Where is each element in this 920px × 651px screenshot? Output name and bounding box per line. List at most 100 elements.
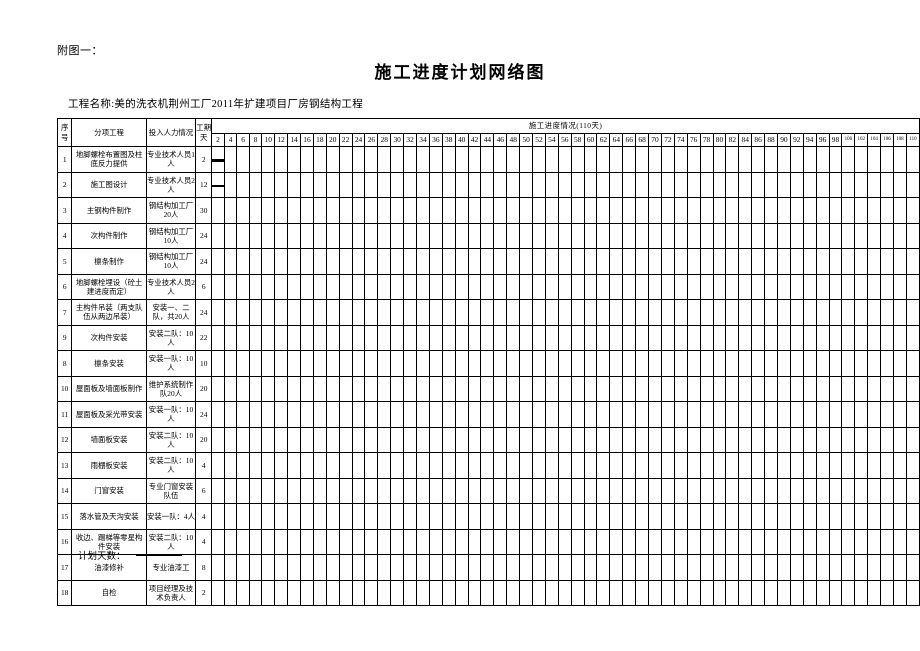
table-row: 14 门窗安装 专业门窗安装队伍 6 — [56, 477, 920, 504]
day-tick-54: 54 — [544, 133, 559, 147]
gantt-cell — [867, 222, 882, 249]
day-tick-44: 44 — [480, 133, 495, 147]
gantt-cell — [287, 273, 301, 300]
gantt-cell — [725, 375, 740, 402]
gantt-cell — [544, 273, 559, 300]
gantt-cell — [802, 503, 817, 530]
gantt-cell — [712, 146, 727, 173]
gantt-cell — [802, 528, 817, 555]
gantt-cell — [609, 477, 624, 504]
gantt-cell — [789, 324, 804, 351]
table-row: 2 施工图设计 专业技术人员2人 12 — [56, 171, 920, 198]
gantt-cell — [738, 248, 753, 275]
day-tick-20: 20 — [325, 133, 340, 147]
gantt-cell — [764, 426, 778, 453]
gantt-cell — [841, 401, 856, 428]
gantt-cell — [609, 528, 624, 555]
gantt-cell — [428, 477, 443, 504]
gantt-bar-layer — [213, 581, 224, 605]
gantt-cell — [287, 197, 301, 224]
day-tick-68: 68 — [635, 133, 650, 147]
gantt-cell — [660, 324, 675, 351]
gantt-cell — [841, 324, 856, 351]
header-manpower: 投入人力情况 — [145, 118, 197, 147]
row-duration: 22 — [195, 324, 213, 351]
table-row: 16 收边、踢梯等零星构件安装 安装二队：10人 4 — [56, 528, 920, 555]
gantt-cell — [660, 350, 675, 377]
gantt-cell — [261, 426, 276, 453]
gantt-cell — [236, 248, 250, 275]
gantt-cell — [416, 350, 430, 377]
gantt-cell — [390, 299, 405, 326]
gantt-bar-layer — [213, 479, 224, 503]
gantt-cell — [236, 579, 250, 606]
gantt-cell — [776, 528, 791, 555]
gantt-cell — [248, 197, 263, 224]
gantt-cell — [312, 273, 327, 300]
gantt-cell — [261, 299, 276, 326]
gantt-cell — [248, 146, 263, 173]
gantt-cell — [828, 579, 843, 606]
row-number: 18 — [56, 579, 73, 606]
gantt-cell — [377, 528, 392, 555]
gantt-cell — [454, 528, 469, 555]
gantt-cell — [802, 477, 817, 504]
gantt-cell — [738, 146, 753, 173]
gantt-cell — [364, 350, 379, 377]
gantt-cell — [802, 273, 817, 300]
gantt-cell — [338, 375, 353, 402]
row-duration: 4 — [195, 503, 213, 530]
gantt-cell — [699, 146, 714, 173]
gantt-cell — [300, 222, 314, 249]
gantt-cell — [725, 171, 740, 198]
gantt-bar-layer — [213, 453, 224, 477]
gantt-cell — [351, 146, 366, 173]
day-tick-102: 102 — [854, 133, 869, 147]
gantt-cell — [480, 350, 495, 377]
gantt-cell — [428, 503, 443, 530]
row-number: 5 — [56, 248, 73, 275]
gantt-cell — [635, 426, 650, 453]
gantt-cell — [686, 197, 701, 224]
row-task-name: 施工图设计 — [71, 171, 147, 198]
gantt-cell — [622, 248, 637, 275]
day-tick-48: 48 — [506, 133, 521, 147]
gantt-cell — [686, 477, 701, 504]
gantt-cell — [364, 248, 379, 275]
gantt-cell — [596, 146, 611, 173]
gantt-bar — [212, 159, 224, 162]
gantt-cell — [532, 197, 546, 224]
gantt-cell — [583, 146, 598, 173]
gantt-cell — [686, 324, 701, 351]
day-tick-62: 62 — [596, 133, 611, 147]
gantt-cell — [248, 579, 263, 606]
gantt-cell — [493, 324, 508, 351]
gantt-cell — [557, 273, 572, 300]
gantt-cell — [648, 579, 662, 606]
row-task-name: 自检 — [71, 579, 147, 606]
gantt-cell — [223, 503, 238, 530]
gantt-cell — [789, 426, 804, 453]
gantt-cell — [274, 171, 289, 198]
gantt-cell — [854, 248, 869, 275]
gantt-cell — [712, 452, 727, 479]
gantt-cell — [789, 452, 804, 479]
gantt-cell — [609, 579, 624, 606]
gantt-cell — [506, 503, 521, 530]
gantt-cell — [351, 426, 366, 453]
gantt-cell — [300, 401, 314, 428]
gantt-cell — [364, 503, 379, 530]
gantt-cell — [738, 477, 753, 504]
gantt-cell — [428, 375, 443, 402]
gantt-cell — [325, 401, 340, 428]
row-duration: 30 — [195, 197, 213, 224]
gantt-cell — [441, 350, 456, 377]
gantt-cell — [493, 477, 508, 504]
gantt-cell — [789, 375, 804, 402]
gantt-cell — [544, 477, 559, 504]
gantt-cell — [403, 503, 418, 530]
gantt-cell — [892, 426, 907, 453]
gantt-cell — [312, 146, 327, 173]
gantt-cell — [622, 401, 637, 428]
